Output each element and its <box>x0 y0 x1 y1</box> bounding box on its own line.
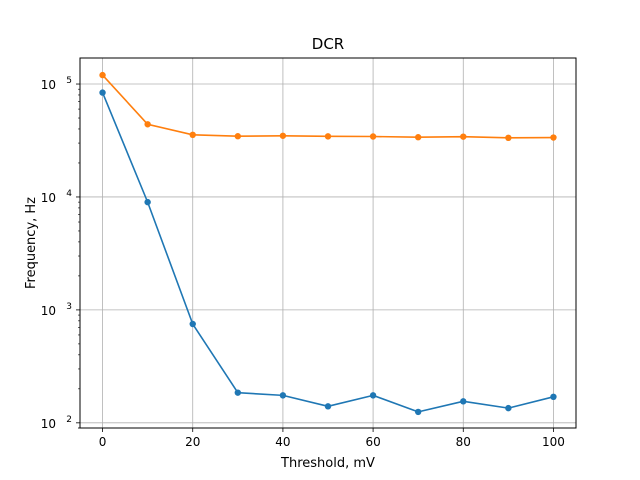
y-tick-exponent: 4 <box>66 189 72 199</box>
chart-title: DCR <box>312 35 344 53</box>
data-point <box>550 393 557 401</box>
data-point <box>234 133 242 140</box>
data-point <box>369 392 377 399</box>
data-point <box>505 404 512 412</box>
x-tick-label: 0 <box>99 435 107 449</box>
data-point <box>144 121 151 128</box>
y-axis-ticks: 10 2 10 3 10 4 10 5 <box>41 76 80 431</box>
data-point <box>99 71 106 79</box>
data-point <box>144 198 151 206</box>
x-tick-label: 60 <box>365 435 380 449</box>
series-layer <box>99 71 557 416</box>
data-point <box>279 392 287 399</box>
x-tick-label: 100 <box>542 435 565 449</box>
data-point <box>460 398 467 405</box>
y-axis-label: Frequency, Hz <box>24 197 39 289</box>
data-point <box>99 89 106 96</box>
data-point <box>189 131 196 139</box>
data-point <box>414 134 422 141</box>
data-point <box>279 132 287 139</box>
x-axis-ticks: 0 20 40 60 80 100 <box>99 428 565 449</box>
data-point <box>460 133 467 140</box>
y-tick-base: 10 <box>41 191 56 205</box>
x-axis-label: Threshold, mV <box>280 456 375 471</box>
y-tick-exponent: 5 <box>66 76 72 86</box>
y-tick-exponent: 3 <box>66 302 72 312</box>
data-point <box>324 403 332 410</box>
data-point <box>324 133 332 140</box>
data-point <box>414 408 422 416</box>
grid-lines <box>80 58 576 428</box>
y-tick-label: 10 4 <box>41 189 73 205</box>
y-tick-base: 10 <box>41 78 56 92</box>
x-tick-label: 80 <box>456 435 471 449</box>
data-point <box>189 320 196 328</box>
data-point <box>234 389 242 396</box>
series-1 <box>99 71 557 142</box>
x-tick-label: 40 <box>275 435 290 449</box>
data-point <box>505 134 512 142</box>
y-tick-base: 10 <box>41 417 56 431</box>
data-point <box>369 133 377 140</box>
y-tick-base: 10 <box>41 304 56 318</box>
x-tick-label: 20 <box>185 435 200 449</box>
y-tick-label: 10 2 <box>41 415 72 431</box>
series-0 <box>99 89 557 416</box>
y-tick-exponent: 2 <box>66 415 72 425</box>
y-tick-label: 10 5 <box>41 76 72 92</box>
data-point <box>550 134 557 141</box>
plot-frame <box>79 57 577 429</box>
y-tick-label: 10 3 <box>41 302 72 318</box>
